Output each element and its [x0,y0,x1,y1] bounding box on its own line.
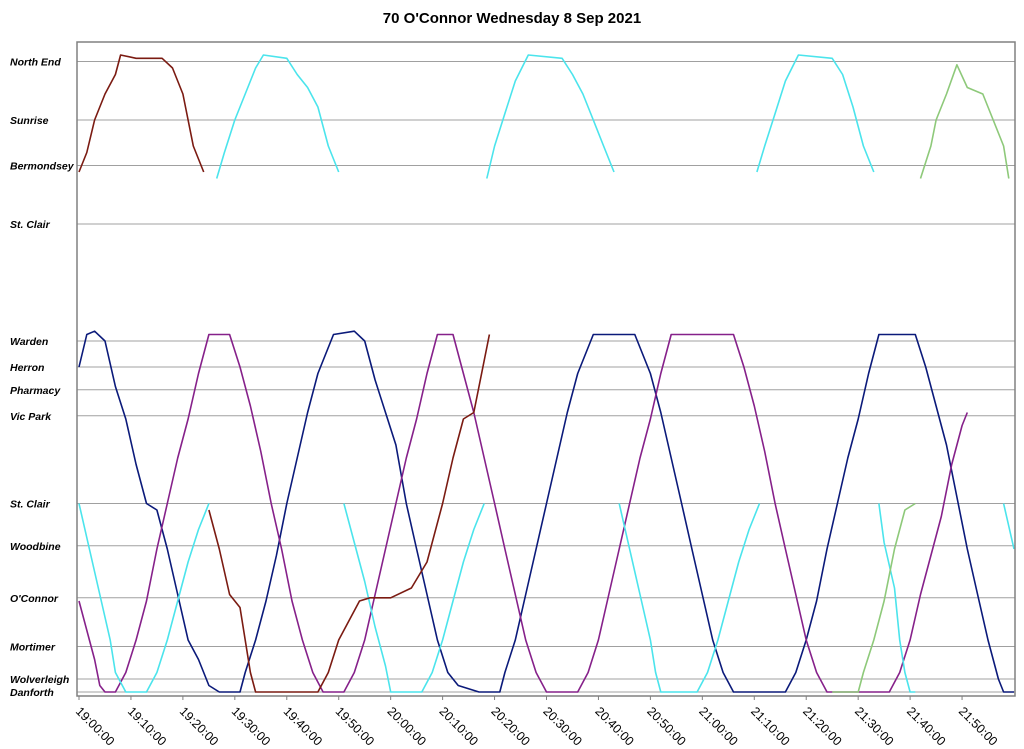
x-tick-label: 19:30:00 [229,704,273,748]
y-tick-label: North End [10,57,61,69]
x-axis-labels: 19:00:00 19:10:00 19:20:00 19:30:00 19:40:00… [73,696,1000,749]
series-line [215,54,340,179]
x-tick-label: 21:30:00 [852,704,896,748]
series-line [486,54,615,179]
x-tick-label: 19:10:00 [125,704,169,748]
chart-title: 70 O'Connor Wednesday 8 Sep 2021 [382,10,642,27]
x-tick-label: 21:20:00 [800,704,844,748]
series-line [78,333,969,693]
x-tick-label: 20:30:00 [540,704,584,748]
x-tick-label: 19:50:00 [333,704,377,748]
x-tick-label: 20:00:00 [385,704,429,748]
y-axis-labels: North End Sunrise Bermondsey St. Clair Warde… [10,57,75,700]
x-tick-label: 21:10:00 [748,704,792,748]
y-tick-label: Herron [10,362,44,374]
x-tick-label: 21:40:00 [904,704,948,748]
series-line [208,334,491,693]
series-line [832,502,916,693]
y-tick-label: Danforth [10,687,54,699]
x-tick-label: 20:10:00 [436,704,480,748]
series-line [78,330,1014,693]
x-tick-label: 19:40:00 [281,704,325,748]
x-tick-label: 19:20:00 [177,704,221,748]
y-tick-label: Warden [10,336,48,348]
series-line [919,64,1010,179]
x-tick-label: 20:50:00 [644,704,688,748]
x-tick-label: 20:20:00 [488,704,532,748]
series-line [878,503,916,693]
y-tick-label: Sunrise [10,115,49,127]
series-line [343,503,485,693]
series-line [756,54,875,173]
x-tick-label: 21:00:00 [696,704,740,748]
series-lines [78,54,1015,693]
y-tick-label: O'Connor [10,593,59,605]
x-tick-label: 20:40:00 [592,704,636,748]
series-line [618,503,761,693]
series-line [1002,503,1015,550]
y-tick-label: Woodbine [10,541,61,553]
y-tick-label: St. Clair [10,219,51,231]
series-line [78,54,205,173]
y-tick-label: Wolverleigh [10,674,69,686]
y-tick-label: Mortimer [10,642,56,654]
y-tick-label: St. Clair [10,499,51,511]
gridlines [77,61,1015,693]
x-tick-label: 21:50:00 [956,704,1000,748]
y-tick-label: Pharmacy [10,385,61,397]
y-tick-label: Vic Park [10,411,52,423]
y-tick-label: Bermondsey [10,161,75,173]
x-tick-label: 19:00:00 [73,704,117,748]
series-line [78,503,210,693]
